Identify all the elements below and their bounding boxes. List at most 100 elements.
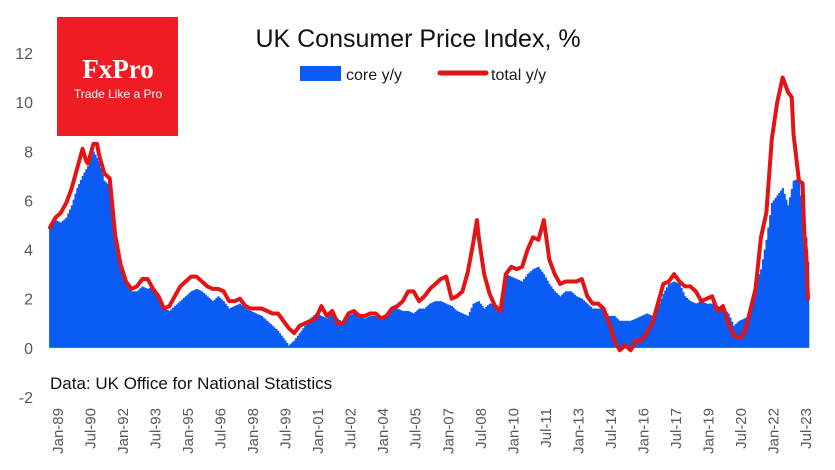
x-tick-label: Jul-93 [148,408,165,449]
core-bar [642,315,645,348]
core-bar [237,304,240,348]
core-bar [173,306,177,348]
core-bar [210,299,213,348]
core-bar [640,315,643,348]
core-bar [385,313,388,348]
core-bar [456,311,459,348]
core-bar [182,297,186,348]
core-bar [179,301,182,348]
core-bar [85,169,88,348]
x-tick-label: Jul-23 [798,408,815,449]
x-tick-label: Jan-07 [440,408,457,454]
core-bar [239,303,242,348]
core-bar [515,279,519,348]
core-bar [170,309,173,348]
core-bar [105,182,108,348]
core-bar [629,320,632,348]
core-bar [423,308,426,348]
core-bar [517,279,520,348]
core-bar [284,340,287,348]
core-bar [429,303,432,348]
core-bar [452,307,455,348]
core-bar [217,296,220,348]
core-bar [269,324,272,348]
core-bar [485,306,488,348]
core-bar [204,294,207,348]
core-bar [465,315,468,348]
core-bar [365,317,368,348]
core-bar [421,308,424,348]
core-bar [253,312,256,348]
core-bar [186,294,189,348]
core-bar [343,320,347,348]
logo-brand: FxPro [82,54,153,84]
core-bar [257,314,260,348]
core-bar [532,269,535,348]
core-bar [427,305,430,348]
core-bar [510,276,513,348]
core-bar [264,319,267,348]
core-bar [702,301,705,348]
core-bar [177,302,180,348]
core-bar [329,315,332,348]
core-bar [289,343,292,348]
core-bar [139,288,142,348]
core-bar [49,227,52,348]
core-bar [807,261,810,348]
core-bar [63,219,66,348]
core-bar [315,313,318,348]
core-bar [295,338,298,348]
core-bar [604,311,607,348]
core-bar [756,279,759,348]
core-bar [291,342,294,348]
core-bar [190,291,193,348]
core-bar [201,291,204,348]
core-bar [106,184,110,348]
core-bar [725,311,728,348]
core-bar [224,303,227,348]
core-bar [228,308,231,348]
core-bar [255,313,258,348]
core-bar [582,300,585,348]
core-bar [562,292,566,348]
core-bar [248,310,251,348]
core-bar [600,308,604,348]
core-bar [103,180,106,348]
core-bar [727,313,730,348]
core-bar [199,290,202,348]
core-bar [523,279,526,348]
core-bar [126,284,130,348]
x-tick-label: Jan-92 [115,408,132,454]
core-bar [298,333,301,348]
core-bar [132,291,135,348]
core-bar [110,202,113,348]
core-bar [192,290,195,348]
core-bar [59,222,63,348]
core-bar [682,292,685,348]
core-bar [559,296,562,348]
x-tick-label: Jan-13 [570,408,587,454]
core-bar [747,316,750,348]
core-bar [463,314,466,348]
core-bar [325,318,329,348]
core-bar [707,303,710,348]
core-bar [387,311,390,348]
core-bar [97,161,101,348]
core-bar [114,237,117,348]
core-bar [282,338,285,348]
core-bar [340,321,343,348]
core-bar [722,308,725,348]
core-bar [159,300,162,348]
core-bar [676,283,680,348]
core-bar [271,325,274,348]
total-line-path [48,75,810,353]
core-bar [222,301,225,348]
core-bar [561,294,564,348]
core-bar [135,291,139,348]
core-bar [416,310,419,348]
core-series-area [49,151,810,348]
core-bar [258,315,262,348]
core-bar [671,282,674,348]
core-bar [206,296,209,348]
core-bar [620,320,623,348]
